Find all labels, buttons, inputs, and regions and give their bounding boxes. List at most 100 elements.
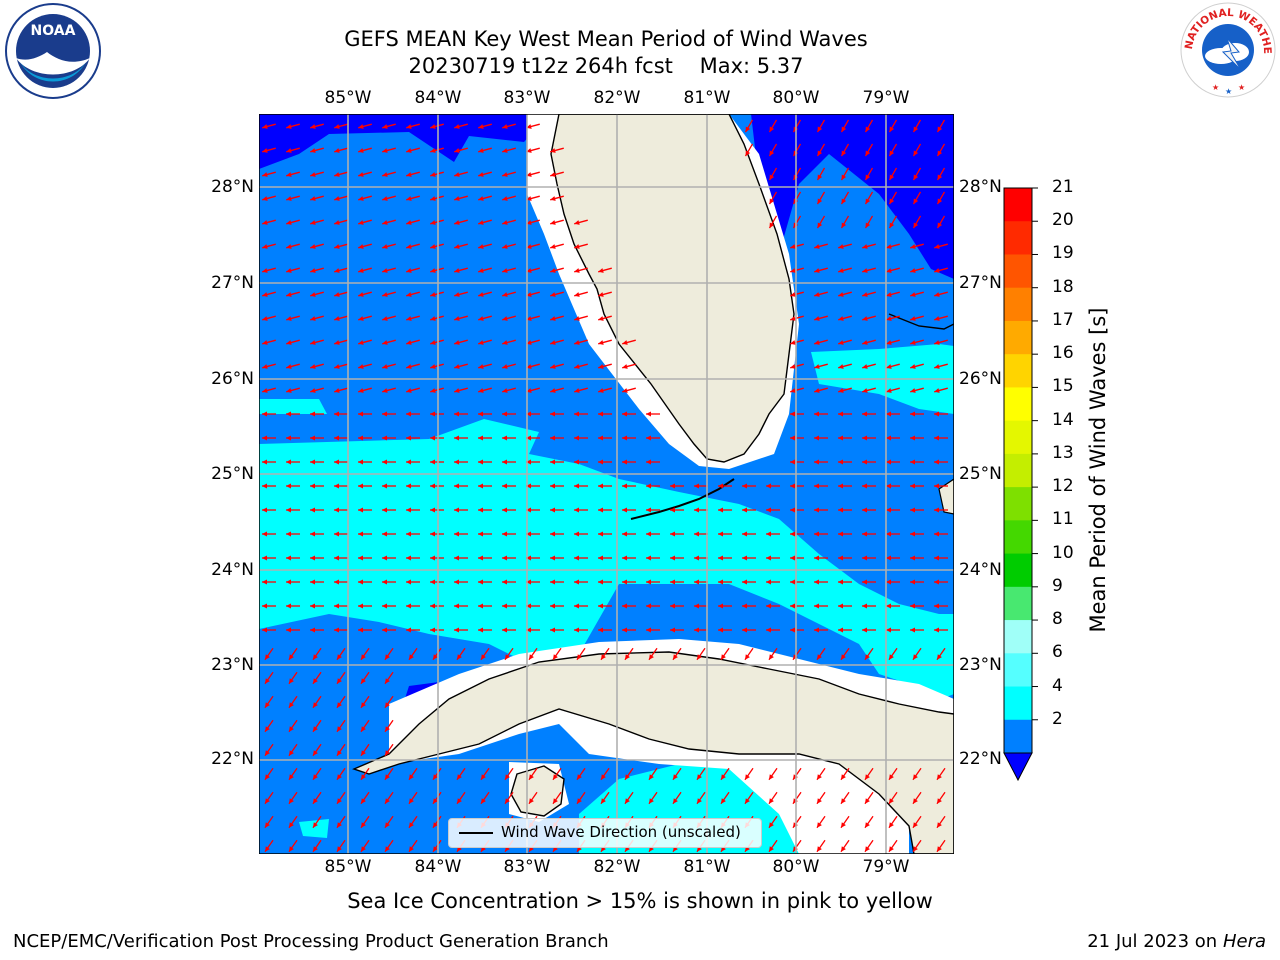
wind-wave-arrowhead: [382, 411, 387, 417]
wind-wave-arrowhead: [865, 150, 871, 157]
wind-wave-arrowhead: [550, 435, 555, 441]
wind-wave-arrowhead: [406, 292, 412, 297]
wind-wave-arrowhead: [934, 244, 940, 249]
wind-wave-arrowhead: [262, 411, 267, 417]
wind-wave-arrowhead: [624, 798, 630, 804]
legend-line-swatch: [459, 832, 493, 834]
wind-wave-arrowhead: [310, 603, 315, 609]
wind-wave-arrowhead: [310, 507, 315, 513]
wind-wave-arrowhead: [430, 507, 435, 513]
wind-wave-arrowhead: [454, 531, 459, 537]
noaa-logo: NOAA: [2, 2, 104, 100]
wind-wave-arrowhead: [430, 364, 436, 369]
wind-wave-arrowhead: [574, 244, 580, 249]
wind-wave-arrowhead: [358, 340, 364, 345]
wind-wave-arrowhead: [334, 292, 340, 297]
wind-wave-arrowhead: [646, 459, 651, 465]
wind-wave-arrowhead: [817, 150, 823, 157]
wind-wave-arrowhead: [382, 507, 387, 513]
wind-wave-arrowhead: [288, 846, 294, 852]
wind-wave-arrowhead: [310, 316, 316, 321]
wind-wave-arrowhead: [552, 798, 558, 804]
wind-wave-arrowhead: [334, 435, 339, 441]
wind-wave-arrowhead: [480, 798, 486, 804]
colorbar: [1000, 186, 1040, 784]
wind-wave-arrowhead: [262, 579, 267, 585]
wind-wave-arrowhead: [262, 459, 267, 465]
wind-wave-arrowhead: [526, 435, 531, 441]
colorbar-tick-label: 4: [1052, 675, 1063, 696]
footer-date-text: 21 Jul 2023 on: [1087, 931, 1218, 952]
wind-wave-arrowhead: [934, 555, 939, 561]
wind-wave-arrowhead: [334, 364, 340, 369]
chart-subtitle: 20230719 t12z 264h fcst Max: 5.37: [408, 54, 804, 78]
wind-wave-arrowhead: [334, 555, 339, 561]
wind-wave-arrowhead: [262, 244, 268, 249]
wind-wave-arrowhead: [528, 774, 534, 780]
colorbar-band: [1004, 520, 1032, 555]
wind-wave-arrowhead: [336, 822, 342, 828]
wind-wave-arrowhead: [886, 388, 892, 393]
wind-wave-arrowhead: [502, 555, 507, 561]
wind-wave-arrowhead: [478, 411, 483, 417]
wind-wave-arrowhead: [550, 196, 556, 201]
wind-wave-arrowhead: [574, 555, 579, 561]
wind-wave-arrowhead: [840, 846, 846, 852]
wind-wave-arrowhead: [502, 483, 507, 489]
wind-wave-arrowhead: [480, 774, 486, 780]
wind-wave-arrowhead: [264, 678, 270, 684]
wind-wave-arrowhead: [814, 364, 820, 369]
wind-wave-arrowhead: [622, 340, 628, 345]
lat-label-right-27n: 27°N: [959, 273, 1002, 293]
wind-wave-arrowhead: [336, 702, 342, 708]
lon-label-top-84w: 84°W: [414, 88, 462, 108]
lat-label-right-24n: 24°N: [959, 560, 1002, 580]
wind-wave-arrowhead: [478, 579, 483, 585]
wind-wave-arrowhead: [934, 459, 939, 465]
wind-wave-arrowhead: [334, 507, 339, 513]
wind-wave-arrowhead: [718, 627, 723, 633]
wind-wave-arrowhead: [600, 774, 606, 780]
wind-wave-arrowhead: [790, 435, 795, 441]
wind-wave-arrowhead: [886, 507, 891, 513]
wind-wave-arrowhead: [358, 435, 363, 441]
wind-wave-arrowhead: [406, 435, 411, 441]
wind-wave-arrowhead: [526, 579, 531, 585]
wind-wave-arrowhead: [910, 579, 915, 585]
wind-wave-arrowhead: [790, 340, 796, 345]
colorbar-extend-triangle: [1003, 752, 1033, 782]
wind-wave-arrowhead: [502, 507, 507, 513]
wind-wave-arrowhead: [768, 822, 774, 828]
wind-wave-arrowhead: [262, 435, 267, 441]
wind-wave-arrowhead: [598, 459, 603, 465]
colorbar-tick-label: 11: [1052, 509, 1074, 530]
wind-wave-arrowhead: [528, 654, 534, 660]
wind-wave-arrowhead: [862, 555, 867, 561]
wind-wave-arrowhead: [502, 411, 507, 417]
wind-wave-arrowhead: [310, 292, 316, 297]
wind-wave-arrowhead: [454, 459, 459, 465]
wind-wave-arrowhead: [358, 483, 363, 489]
wind-wave-arrowhead: [865, 222, 871, 229]
wind-wave-arrowhead: [838, 292, 844, 297]
wind-wave-arrowhead: [888, 654, 894, 660]
colorbar-band: [1004, 586, 1032, 621]
wind-wave-arrowhead: [624, 654, 630, 660]
wind-wave-arrowhead: [865, 126, 871, 133]
wind-wave-arrowhead: [817, 198, 823, 205]
wind-wave-arrowhead: [454, 507, 459, 513]
wind-wave-arrowhead: [382, 459, 387, 465]
wind-wave-arrowhead: [408, 798, 414, 804]
wind-wave-arrowhead: [814, 507, 819, 513]
wind-wave-arrowhead: [430, 196, 436, 201]
wind-wave-arrowhead: [913, 174, 919, 181]
wind-wave-arrowhead: [334, 579, 339, 585]
wave-period-lt2s-region-ne: [751, 114, 954, 279]
wind-wave-arrowhead: [432, 774, 438, 780]
wind-wave-arrowhead: [814, 435, 819, 441]
colorbar-tick-label: 2: [1052, 708, 1063, 729]
wind-wave-arrowhead: [432, 822, 438, 828]
wind-wave-arrowhead: [358, 555, 363, 561]
wind-wave-arrowhead: [838, 316, 844, 321]
wind-wave-arrowhead: [262, 340, 268, 345]
